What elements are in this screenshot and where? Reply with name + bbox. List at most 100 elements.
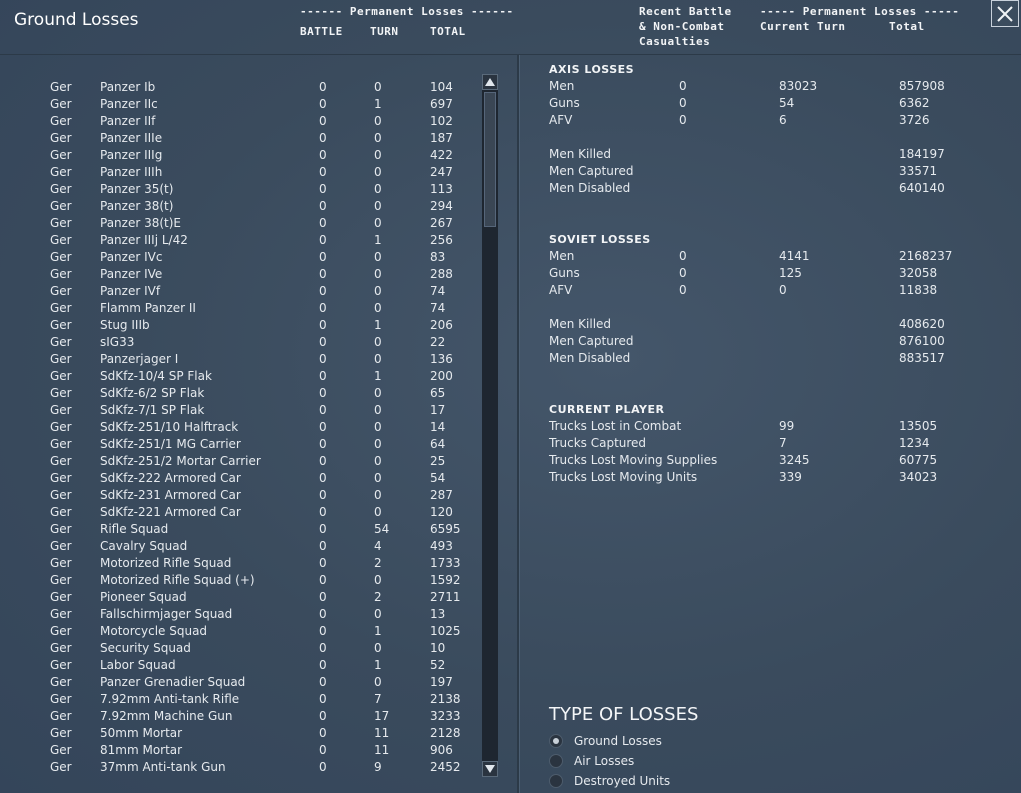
table-row[interactable]: Ger Cavalry Squad 0 4 493 bbox=[0, 538, 480, 555]
table-row[interactable]: Ger SdKfz-221 Armored Car 0 0 120 bbox=[0, 504, 480, 521]
nationality-cell: Ger bbox=[50, 284, 72, 298]
nationality-cell: Ger bbox=[50, 199, 72, 213]
table-row[interactable]: Ger Panzer IVf 0 0 74 bbox=[0, 283, 480, 300]
table-row[interactable]: Ger SdKfz-222 Armored Car 0 0 54 bbox=[0, 470, 480, 487]
table-row[interactable]: Ger SdKfz-251/2 Mortar Carrier 0 0 25 bbox=[0, 453, 480, 470]
table-row[interactable]: Ger Panzer Ib 0 0 104 bbox=[0, 79, 480, 96]
turn-cell: 0 bbox=[374, 675, 382, 689]
current-turn-cell: 83023 bbox=[779, 79, 818, 93]
stat-row: Guns 0 125 32058 bbox=[0, 266, 937, 283]
table-row[interactable]: Ger sIG33 0 0 22 bbox=[0, 334, 480, 351]
battle-cell: 0 bbox=[319, 301, 327, 315]
table-row[interactable]: Ger Motorcycle Squad 0 1 1025 bbox=[0, 623, 480, 640]
total-cell: 493 bbox=[430, 539, 453, 553]
table-row[interactable]: Ger Fallschirmjager Squad 0 0 13 bbox=[0, 606, 480, 623]
list-scrollbar[interactable] bbox=[482, 74, 498, 777]
table-row[interactable]: Ger Panzer IIIj L/42 0 1 256 bbox=[0, 232, 480, 249]
loss-type-option[interactable]: Air Losses bbox=[549, 751, 634, 771]
table-row[interactable]: Ger 7.92mm Machine Gun 0 17 3233 bbox=[0, 708, 480, 725]
radio-button[interactable] bbox=[549, 754, 563, 768]
battle-cell: 0 bbox=[319, 369, 327, 383]
turn-cell: 0 bbox=[374, 80, 382, 94]
unit-name-cell: Panzer IIIh bbox=[100, 165, 163, 179]
battle-cell: 0 bbox=[319, 403, 327, 417]
table-row[interactable]: Ger Panzer IIf 0 0 102 bbox=[0, 113, 480, 130]
scroll-down-button[interactable] bbox=[482, 761, 498, 777]
table-row[interactable]: Ger Panzer IIIh 0 0 247 bbox=[0, 164, 480, 181]
total-cell: 200 bbox=[430, 369, 453, 383]
nationality-cell: Ger bbox=[50, 522, 72, 536]
scroll-up-button[interactable] bbox=[482, 74, 498, 90]
nationality-cell: Ger bbox=[50, 709, 72, 723]
battle-cell: 0 bbox=[319, 760, 327, 774]
nationality-cell: Ger bbox=[50, 471, 72, 485]
loss-type-option[interactable]: Destroyed Units bbox=[549, 771, 670, 791]
total-cell: 906 bbox=[430, 743, 453, 757]
table-row[interactable]: Ger Panzerjager I 0 0 136 bbox=[0, 351, 480, 368]
recent-cell: 0 bbox=[679, 96, 687, 110]
total-column-header: TOTAL bbox=[430, 25, 466, 38]
stat-row: Trucks Lost in Combat 99 13505 bbox=[0, 419, 937, 436]
nationality-cell: Ger bbox=[50, 573, 72, 587]
unit-name-cell: Panzer 35(t) bbox=[100, 182, 174, 196]
nationality-cell: Ger bbox=[50, 454, 72, 468]
table-row[interactable]: Ger Motorized Rifle Squad 0 2 1733 bbox=[0, 555, 480, 572]
table-row[interactable]: Ger Flamm Panzer II 0 0 74 bbox=[0, 300, 480, 317]
table-row[interactable]: Ger 50mm Mortar 0 11 2128 bbox=[0, 725, 480, 742]
table-row[interactable]: Ger Labor Squad 0 1 52 bbox=[0, 657, 480, 674]
total-cell: 3233 bbox=[430, 709, 461, 723]
table-row[interactable]: Ger Panzer IIIg 0 0 422 bbox=[0, 147, 480, 164]
recent-cell: 0 bbox=[679, 113, 687, 127]
radio-button[interactable] bbox=[549, 774, 563, 788]
battle-cell: 0 bbox=[319, 131, 327, 145]
total-cell: 2168237 bbox=[899, 249, 953, 263]
total-cell: 104 bbox=[430, 80, 453, 94]
unit-name-cell: Panzer Ib bbox=[100, 80, 156, 94]
total-cell: 13505 bbox=[899, 419, 938, 433]
battle-cell: 0 bbox=[319, 267, 327, 281]
nationality-cell: Ger bbox=[50, 760, 72, 774]
total-cell: 256 bbox=[430, 233, 453, 247]
table-row[interactable]: Ger 7.92mm Anti-tank Rifle 0 7 2138 bbox=[0, 691, 480, 708]
table-row[interactable]: Ger Panzer IVc 0 0 83 bbox=[0, 249, 480, 266]
table-row[interactable]: Ger Pioneer Squad 0 2 2711 bbox=[0, 589, 480, 606]
table-row[interactable]: Ger SdKfz-7/1 SP Flak 0 0 17 bbox=[0, 402, 480, 419]
table-row[interactable]: Ger 37mm Anti-tank Gun 0 9 2452 bbox=[0, 759, 480, 776]
table-row[interactable]: Ger Rifle Squad 0 54 6595 bbox=[0, 521, 480, 538]
total-cell: 2138 bbox=[430, 692, 461, 706]
battle-cell: 0 bbox=[319, 590, 327, 604]
scroll-thumb[interactable] bbox=[484, 92, 496, 227]
total-cell: 54 bbox=[430, 471, 446, 485]
radio-button[interactable] bbox=[549, 734, 563, 748]
table-row[interactable]: Ger Panzer IIIe 0 0 187 bbox=[0, 130, 480, 147]
unit-name-cell: 37mm Anti-tank Gun bbox=[100, 760, 226, 774]
current-turn-cell: 0 bbox=[779, 283, 787, 297]
table-row[interactable]: Ger Panzer Grenadier Squad 0 0 197 bbox=[0, 674, 480, 691]
table-row[interactable]: Ger SdKfz-10/4 SP Flak 0 1 200 bbox=[0, 368, 480, 385]
table-row[interactable]: Ger SdKfz-231 Armored Car 0 0 287 bbox=[0, 487, 480, 504]
stat-row: Trucks Lost Moving Units 339 34023 bbox=[0, 470, 937, 487]
nationality-cell: Ger bbox=[50, 658, 72, 672]
total-cell: 113 bbox=[430, 182, 453, 196]
table-row[interactable]: Ger Panzer IVe 0 0 288 bbox=[0, 266, 480, 283]
table-row[interactable]: Ger Panzer 35(t) 0 0 113 bbox=[0, 181, 480, 198]
loss-type-option[interactable]: Ground Losses bbox=[549, 731, 662, 751]
table-row[interactable]: Ger Panzer 38(t)E 0 0 267 bbox=[0, 215, 480, 232]
table-row[interactable]: Ger 81mm Mortar 0 11 906 bbox=[0, 742, 480, 759]
total-cell: 33571 bbox=[899, 164, 938, 178]
close-button[interactable] bbox=[991, 0, 1019, 27]
current-turn-cell: 99 bbox=[779, 419, 795, 433]
table-row[interactable]: Ger SdKfz-6/2 SP Flak 0 0 65 bbox=[0, 385, 480, 402]
table-row[interactable]: Ger Stug IIIb 0 1 206 bbox=[0, 317, 480, 334]
table-row[interactable]: Ger SdKfz-251/1 MG Carrier 0 0 64 bbox=[0, 436, 480, 453]
unit-name-cell: SdKfz-222 Armored Car bbox=[100, 471, 241, 485]
table-row[interactable]: Ger Motorized Rifle Squad (+) 0 0 1592 bbox=[0, 572, 480, 589]
nationality-cell: Ger bbox=[50, 233, 72, 247]
table-row[interactable]: Ger Panzer 38(t) 0 0 294 bbox=[0, 198, 480, 215]
turn-cell: 0 bbox=[374, 250, 382, 264]
table-row[interactable]: Ger SdKfz-251/10 Halftrack 0 0 14 bbox=[0, 419, 480, 436]
table-row[interactable]: Ger Security Squad 0 0 10 bbox=[0, 640, 480, 657]
axis-losses-title: AXIS LOSSES bbox=[549, 63, 635, 76]
table-row[interactable]: Ger Panzer IIc 0 1 697 bbox=[0, 96, 480, 113]
recent-cell: 0 bbox=[679, 79, 687, 93]
